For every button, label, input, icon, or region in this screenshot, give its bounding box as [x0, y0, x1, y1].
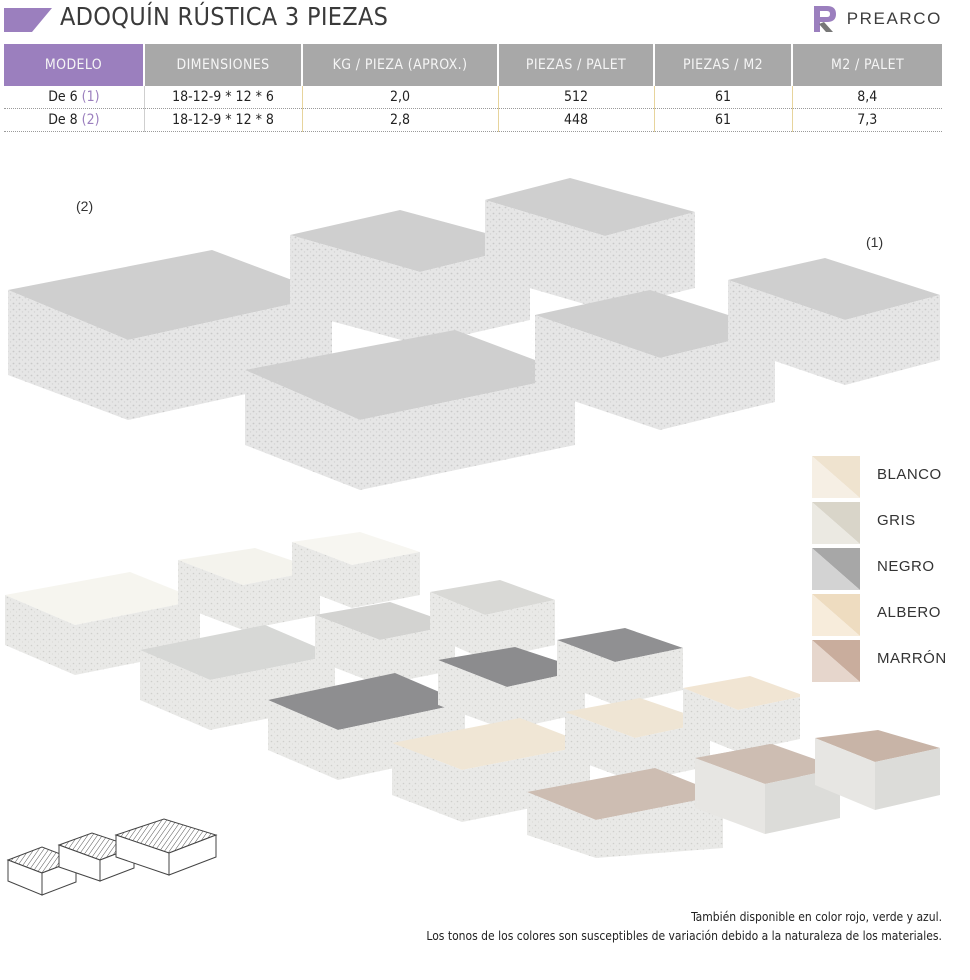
- cell-m2-palet: 8,4: [792, 86, 942, 109]
- table-row: De 8 (2) 18-12-9 * 12 * 8 2,8 448 61 7,3: [4, 108, 942, 132]
- cell-dimensions: 18-12-9 * 12 * 6: [144, 86, 303, 109]
- paver-white-3: [292, 532, 420, 608]
- swatch-gris: GRIS: [812, 502, 915, 544]
- paver-back-right: [485, 178, 695, 310]
- paver-photo-grey: [8, 178, 940, 490]
- paver-cream-1: [392, 718, 590, 822]
- col-header-pieces-palet: PIEZAS / PALET: [498, 44, 655, 86]
- swatch-triangle-icon: [812, 548, 860, 590]
- cell-pieces-m2: 61: [654, 86, 793, 109]
- col-header-kg: KG / PIEZA (APROX.): [302, 44, 499, 86]
- paver-brown-1: [527, 768, 723, 858]
- swatch-triangle-icon: [812, 502, 860, 544]
- paver-photo-colors-right: [695, 730, 940, 834]
- footer-line-2: Los tonos de los colores son susceptible…: [426, 929, 942, 943]
- paver-front-mid: [245, 330, 575, 490]
- footer-line-1: También disponible en color rojo, verde …: [691, 910, 942, 924]
- cell-pieces-m2: 61: [654, 108, 793, 132]
- paver-cream-2: [565, 698, 710, 782]
- paver-brown-4: [815, 730, 940, 810]
- col-header-model: MODELO: [4, 44, 145, 86]
- footer-notes: También disponible en color rojo, verde …: [426, 908, 942, 946]
- paver-photo-colors: [5, 532, 800, 858]
- paver-grey-3: [430, 580, 555, 660]
- brand-logo: PREARCO: [811, 4, 942, 34]
- table-row: De 6 (1) 18-12-9 * 12 * 6 2,0 512 61 8,4: [4, 86, 942, 109]
- swatch-blanco: BLANCO: [812, 456, 941, 498]
- paver-brown-3: [695, 744, 840, 834]
- pr-monogram-icon: [813, 6, 836, 32]
- swatch-triangle-icon: [812, 640, 860, 682]
- cell-pieces-palet: 512: [498, 86, 655, 109]
- specs-table: MODELO DIMENSIONES KG / PIEZA (APROX.) P…: [4, 44, 942, 132]
- title-flag-icon: [4, 8, 52, 32]
- paver-front-right: [535, 290, 775, 430]
- label-model-2: (2): [76, 198, 94, 214]
- paver-set-drawing-icon: [6, 818, 218, 896]
- cell-kg: 2,8: [302, 108, 499, 132]
- swatch-negro: NEGRO: [812, 548, 934, 590]
- cell-dimensions: 18-12-9 * 12 * 8: [144, 108, 303, 132]
- cell-pieces-palet: 448: [498, 108, 655, 132]
- page-title: ADOQUÍN RÚSTICA 3 PIEZAS: [60, 2, 389, 31]
- brand-name: PREARCO: [846, 9, 942, 28]
- paver-grey-2: [315, 602, 455, 685]
- paver-dark-3: [557, 628, 683, 705]
- col-header-m2-palet: M2 / PALET: [792, 44, 942, 86]
- col-header-dimensions: DIMENSIONES: [144, 44, 303, 86]
- table-header-row: MODELO DIMENSIONES KG / PIEZA (APROX.) P…: [4, 44, 942, 86]
- model-ref: (2): [81, 112, 100, 128]
- swatch-triangle-icon: [812, 594, 860, 636]
- paver-large-left: [8, 250, 332, 420]
- cell-model: De 8 (2): [4, 108, 145, 132]
- paver-cream-3: [683, 676, 800, 752]
- swatch-marron: MARRÓN: [812, 640, 946, 682]
- cell-m2-palet: 7,3: [792, 108, 942, 132]
- model-ref: (1): [81, 89, 100, 105]
- swatch-albero: ALBERO: [812, 594, 940, 636]
- swatch-triangle-icon: [812, 456, 860, 498]
- label-model-1: (1): [866, 234, 884, 250]
- paver-small-right: [728, 258, 940, 385]
- cell-kg: 2,0: [302, 86, 499, 109]
- header: ADOQUÍN RÚSTICA 3 PIEZAS PREARCO: [0, 0, 970, 40]
- col-header-pieces-m2: PIEZAS / M2: [654, 44, 793, 86]
- cell-model: De 6 (1): [4, 86, 145, 109]
